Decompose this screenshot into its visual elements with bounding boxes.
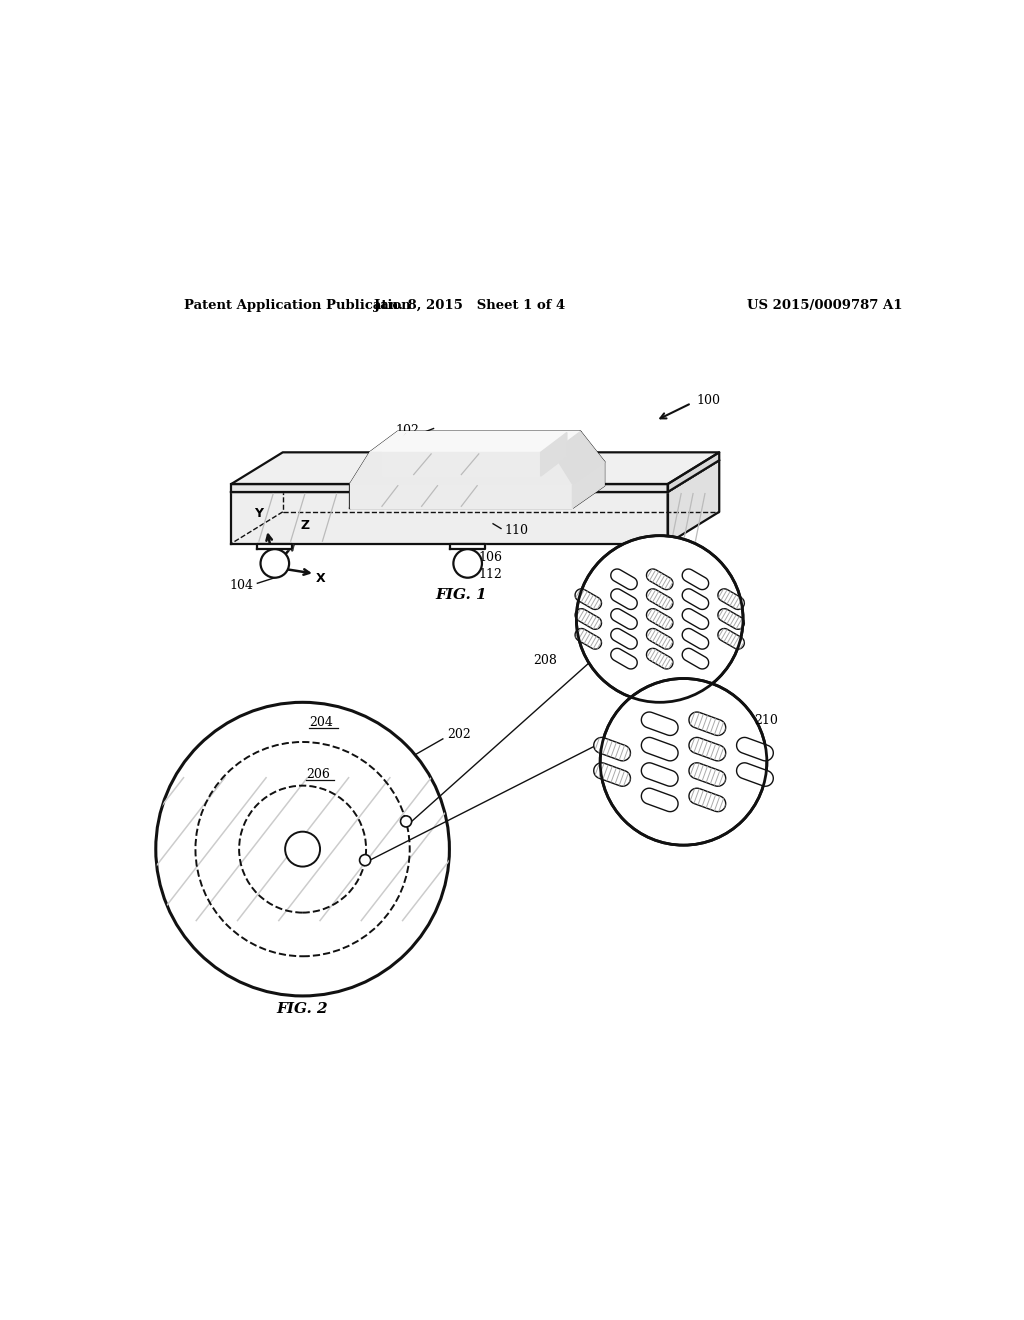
Polygon shape — [594, 763, 631, 787]
Polygon shape — [610, 648, 637, 669]
Polygon shape — [682, 628, 709, 649]
Polygon shape — [575, 589, 601, 610]
Text: 102: 102 — [395, 425, 419, 437]
Text: 100: 100 — [696, 395, 720, 408]
Polygon shape — [682, 569, 709, 590]
Polygon shape — [257, 544, 292, 549]
Polygon shape — [646, 648, 673, 669]
Text: 206: 206 — [306, 768, 330, 781]
Text: 204: 204 — [309, 715, 333, 729]
Polygon shape — [718, 628, 744, 649]
Polygon shape — [541, 433, 567, 477]
Text: 110: 110 — [504, 524, 528, 537]
Text: FIG. 2: FIG. 2 — [276, 1002, 329, 1016]
Polygon shape — [736, 738, 773, 760]
Polygon shape — [610, 569, 637, 590]
Polygon shape — [646, 628, 673, 649]
Text: FIG. 1: FIG. 1 — [435, 589, 487, 602]
Polygon shape — [594, 738, 631, 760]
Polygon shape — [610, 628, 637, 649]
Text: 108: 108 — [673, 579, 696, 593]
Circle shape — [260, 549, 289, 578]
Text: Jan. 8, 2015   Sheet 1 of 4: Jan. 8, 2015 Sheet 1 of 4 — [374, 300, 565, 312]
Polygon shape — [718, 589, 744, 610]
Circle shape — [400, 816, 412, 826]
Polygon shape — [572, 462, 604, 508]
Polygon shape — [350, 484, 572, 508]
Polygon shape — [451, 544, 485, 549]
Circle shape — [600, 678, 767, 845]
Text: US 2015/0009787 A1: US 2015/0009787 A1 — [748, 300, 902, 312]
Polygon shape — [682, 609, 709, 630]
Polygon shape — [689, 763, 726, 787]
Text: Y: Y — [254, 507, 263, 520]
Text: 104: 104 — [229, 579, 253, 593]
Polygon shape — [668, 461, 719, 544]
Polygon shape — [736, 763, 773, 787]
Polygon shape — [689, 738, 726, 760]
Text: 202: 202 — [446, 729, 471, 742]
Polygon shape — [231, 461, 719, 492]
Polygon shape — [575, 609, 601, 630]
Text: X: X — [316, 572, 326, 585]
Polygon shape — [382, 433, 567, 453]
Polygon shape — [646, 609, 673, 630]
Polygon shape — [610, 609, 637, 630]
Polygon shape — [553, 432, 604, 484]
Circle shape — [645, 549, 674, 578]
Polygon shape — [641, 738, 678, 760]
Polygon shape — [646, 569, 673, 590]
Text: Patent Application Publication: Patent Application Publication — [183, 300, 411, 312]
Polygon shape — [610, 589, 637, 610]
Polygon shape — [689, 788, 726, 812]
Polygon shape — [231, 484, 668, 492]
Polygon shape — [641, 763, 678, 787]
Polygon shape — [370, 432, 581, 453]
Text: 208: 208 — [532, 655, 557, 667]
Polygon shape — [682, 648, 709, 669]
Polygon shape — [575, 628, 601, 649]
Polygon shape — [641, 711, 678, 735]
Circle shape — [285, 832, 321, 867]
Circle shape — [454, 549, 482, 578]
Polygon shape — [231, 492, 668, 544]
Polygon shape — [382, 453, 541, 477]
Text: 112: 112 — [479, 568, 503, 581]
Text: 106: 106 — [479, 552, 503, 565]
Polygon shape — [682, 589, 709, 610]
Text: Z: Z — [300, 519, 309, 532]
Circle shape — [359, 854, 371, 866]
Circle shape — [577, 536, 743, 702]
Polygon shape — [689, 711, 726, 735]
Polygon shape — [718, 609, 744, 630]
Polygon shape — [641, 788, 678, 812]
Polygon shape — [668, 453, 719, 492]
Polygon shape — [642, 544, 677, 549]
Polygon shape — [350, 453, 572, 484]
Circle shape — [156, 702, 450, 997]
Polygon shape — [646, 589, 673, 610]
Polygon shape — [350, 462, 604, 484]
Text: 210: 210 — [755, 714, 778, 727]
Polygon shape — [231, 453, 719, 484]
